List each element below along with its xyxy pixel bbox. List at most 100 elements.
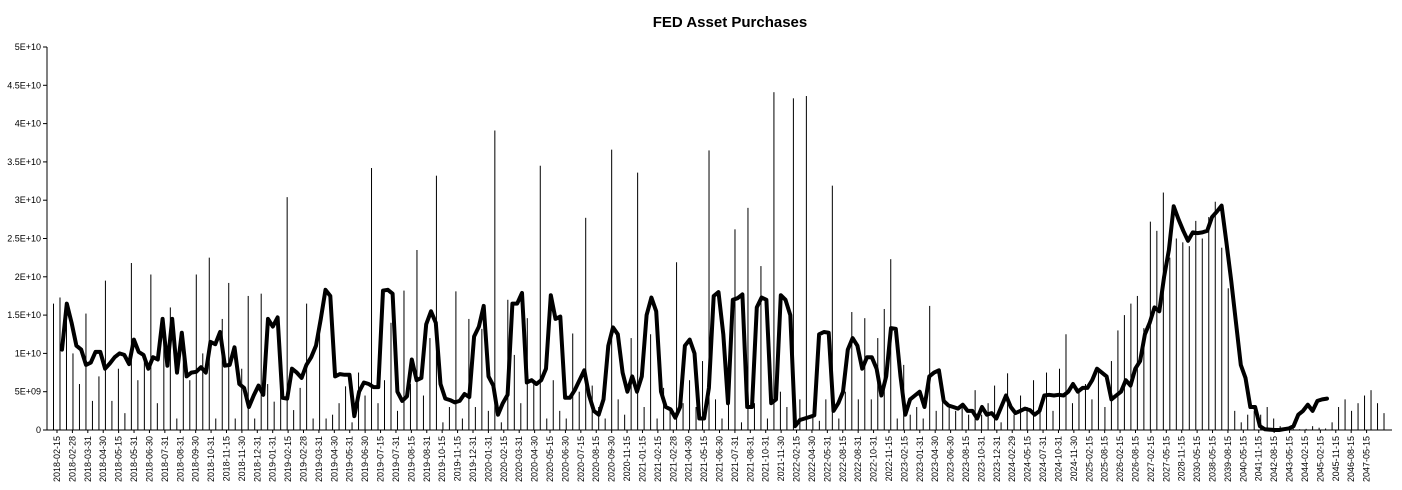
x-tick-label: 2021-02-28 xyxy=(668,436,678,482)
bar xyxy=(916,407,918,430)
bar xyxy=(338,403,340,430)
x-tick-label: 2021-04-30 xyxy=(684,436,694,482)
y-tick-label: 3E+10 xyxy=(15,195,41,205)
bar xyxy=(857,399,859,430)
bar xyxy=(117,368,119,430)
bar xyxy=(604,418,606,430)
x-tick-label: 2019-05-31 xyxy=(345,436,355,482)
y-tick-label: 1E+10 xyxy=(15,348,41,358)
bar xyxy=(500,422,502,430)
x-tick-label: 2043-05-15 xyxy=(1285,436,1295,482)
bar xyxy=(1169,257,1171,430)
bar xyxy=(702,361,704,430)
x-tick-label: 2022-02-15 xyxy=(792,436,802,482)
x-tick-label: 2018-02-15 xyxy=(52,436,62,482)
bar xyxy=(805,96,807,431)
x-tick-label: 2022-08-31 xyxy=(853,436,863,482)
bar xyxy=(779,391,781,430)
bar xyxy=(371,168,373,430)
bar xyxy=(831,185,833,430)
bar xyxy=(1292,427,1294,430)
bar xyxy=(721,418,723,430)
bar xyxy=(474,407,476,430)
bar xyxy=(708,150,710,430)
bar xyxy=(883,308,885,430)
x-tick-label: 2024-10-31 xyxy=(1054,436,1064,482)
bar xyxy=(663,387,665,430)
bar xyxy=(1013,414,1015,430)
x-tick-label: 2022-04-30 xyxy=(807,436,817,482)
x-tick-label: 2018-11-15 xyxy=(222,436,232,481)
bar xyxy=(1357,403,1359,430)
x-tick-label: 2023-06-30 xyxy=(946,436,956,482)
y-tick-label: 5E+10 xyxy=(15,42,41,52)
bar xyxy=(98,376,100,430)
x-tick-label: 2019-11-15 xyxy=(453,436,463,481)
y-tick-label: 3.5E+10 xyxy=(7,157,41,167)
x-tick-label: 2021-07-31 xyxy=(730,436,740,482)
bar xyxy=(825,399,827,430)
bar xyxy=(481,328,483,430)
x-tick-label: 2018-11-30 xyxy=(237,436,247,481)
bar xyxy=(293,410,295,430)
bar xyxy=(1234,410,1236,430)
bar xyxy=(176,418,178,430)
bar xyxy=(909,414,911,430)
x-axis-ticks: 2018-02-15 2018-02-28 2018-03-31 2018-04-30… xyxy=(52,430,1372,482)
bar xyxy=(987,403,989,430)
x-tick-label: 2020-04-30 xyxy=(530,436,540,482)
bar xyxy=(994,385,996,430)
bar xyxy=(221,318,223,430)
bar xyxy=(1331,422,1333,430)
bars-group xyxy=(53,92,1385,431)
bar xyxy=(1182,242,1184,430)
bar xyxy=(812,414,814,430)
bar xyxy=(182,338,184,430)
x-tick-label: 2018-07-31 xyxy=(160,436,170,482)
bar xyxy=(1344,399,1346,430)
bar xyxy=(247,295,249,430)
bar xyxy=(1325,428,1327,430)
x-tick-label: 2018-10-31 xyxy=(206,436,216,482)
bar xyxy=(637,172,639,430)
bar xyxy=(254,418,256,430)
x-tick-label: 2028-11-15 xyxy=(1177,436,1187,481)
bar xyxy=(396,410,398,430)
x-tick-label: 2030-05-15 xyxy=(1192,436,1202,482)
bar xyxy=(1117,330,1119,430)
bar xyxy=(1097,368,1099,430)
bar xyxy=(319,334,321,430)
bar xyxy=(611,149,613,431)
bar xyxy=(1026,407,1028,430)
bar xyxy=(163,341,165,430)
x-tick-label: 2018-02-28 xyxy=(67,436,77,482)
bar xyxy=(143,361,145,430)
bar xyxy=(598,407,600,430)
x-tick-label: 2020-07-15 xyxy=(576,436,586,482)
bar xyxy=(169,307,171,430)
bar xyxy=(332,414,334,430)
bar xyxy=(942,399,944,430)
x-tick-label: 2018-08-31 xyxy=(175,436,185,482)
x-tick-label: 2038-05-15 xyxy=(1208,436,1218,482)
bar xyxy=(403,290,405,430)
bar xyxy=(1273,418,1275,430)
bar xyxy=(1201,238,1203,430)
bar xyxy=(565,418,567,430)
x-tick-label: 2045-11-15 xyxy=(1331,436,1341,481)
bar xyxy=(572,333,574,430)
bar xyxy=(513,354,515,430)
bar xyxy=(1084,384,1086,430)
bar xyxy=(1000,422,1002,430)
x-tick-label: 2021-01-15 xyxy=(638,436,648,482)
x-tick-label: 2020-05-15 xyxy=(545,436,555,482)
bar xyxy=(1195,220,1197,430)
bar xyxy=(624,414,626,430)
bar xyxy=(234,418,236,430)
x-tick-label: 2019-12-31 xyxy=(468,436,478,482)
bar xyxy=(643,407,645,430)
bar xyxy=(104,280,106,430)
x-tick-label: 2020-01-31 xyxy=(483,436,493,482)
